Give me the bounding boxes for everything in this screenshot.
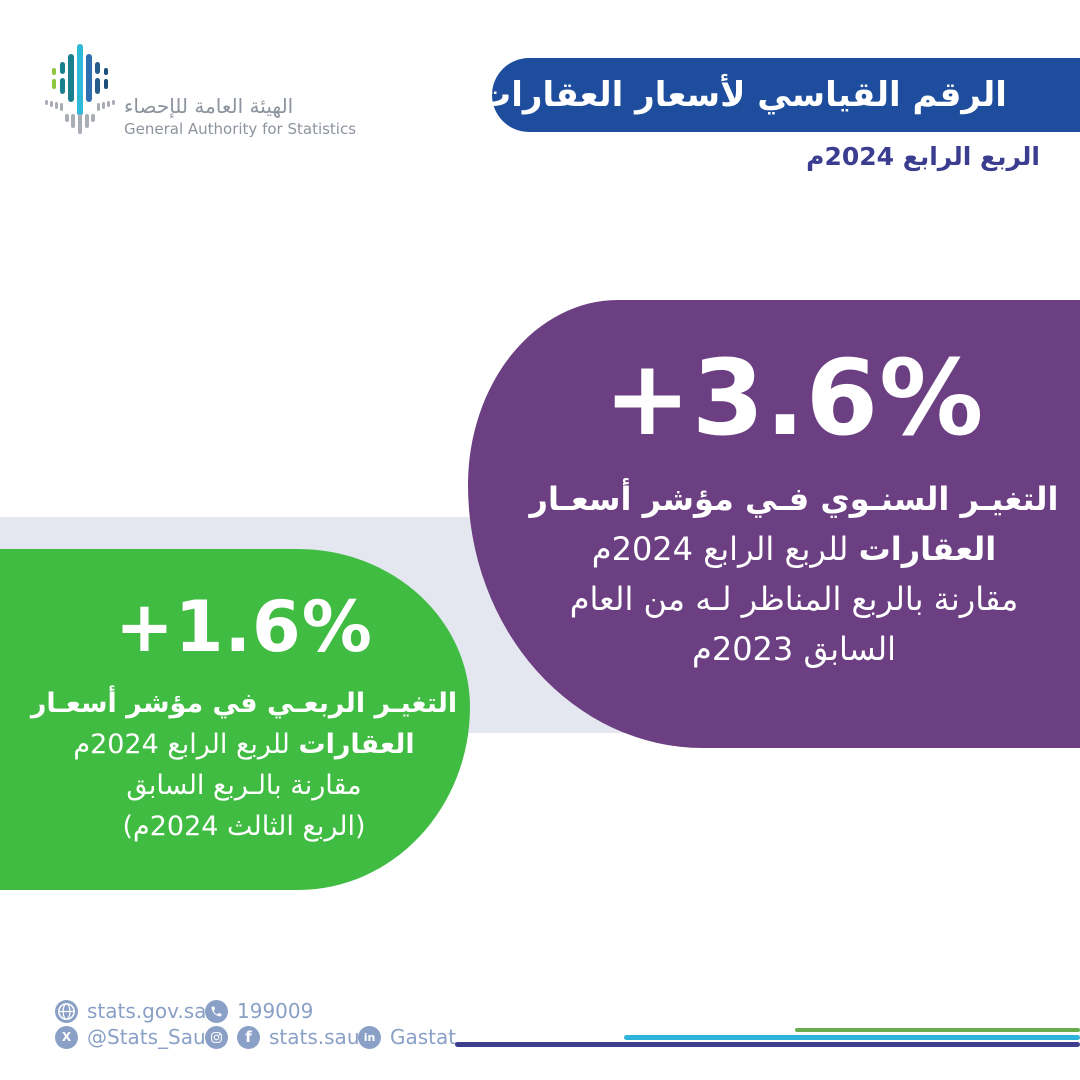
gastat-logo: الهيئة العامة للإحصاء General Authority … xyxy=(44,40,356,138)
quarterly-line4: (الربع الثالث 2024م) xyxy=(122,810,366,842)
phone-icon xyxy=(205,999,228,1023)
annual-line2-rest: للربع الرابع 2024م xyxy=(591,530,859,569)
website-link[interactable]: stats.gov.sa xyxy=(55,999,206,1023)
x-handle-label: @Stats_Saudi xyxy=(87,1025,224,1049)
title-banner: الرقم القياسي لأسعار العقارات xyxy=(477,58,1080,132)
x-icon: X xyxy=(55,1025,78,1049)
annual-change-card: +3.6% التغيـر السنـوي فـي مؤشر أسعـار ال… xyxy=(468,300,1080,748)
quarterly-line3: مقارنة بالـربع السابق xyxy=(126,769,362,801)
annual-line3: مقارنة بالربع المناظر لـه من العام xyxy=(569,580,1019,618)
annual-line2-bold: العقارات xyxy=(858,530,997,569)
linkedin-icon: in xyxy=(358,1025,381,1049)
logo-title-english: General Authority for Statistics xyxy=(124,120,357,138)
annual-line4: السابق 2023م xyxy=(692,629,896,668)
instagram-facebook-link[interactable]: f stats.saudi xyxy=(205,1025,378,1049)
website-label: stats.gov.sa xyxy=(87,999,207,1023)
logo-title-arabic: الهيئة العامة للإحصاء xyxy=(124,94,294,118)
quarterly-change-description: التغيـر الربعـي في مؤشر أسعـار العقارات … xyxy=(28,683,460,847)
annual-change-description: التغيـر السنـوي فـي مؤشر أسعـار العقارات… xyxy=(528,475,1060,675)
decorative-line-indigo xyxy=(455,1042,1080,1047)
facebook-icon: f xyxy=(237,1025,260,1049)
quarterly-line2-rest: للربع الرابع 2024م xyxy=(73,728,299,760)
decorative-line-cyan xyxy=(624,1035,1080,1040)
gastat-logo-icon xyxy=(45,44,115,134)
quarterly-line2-bold: العقارات xyxy=(298,728,415,760)
annual-change-value: +3.6% xyxy=(603,337,985,459)
period-subtitle: الربع الرابع 2024م xyxy=(806,142,1040,171)
decorative-line-green xyxy=(795,1028,1080,1032)
quarterly-change-card: +1.6% التغيـر الربعـي في مؤشر أسعـار الع… xyxy=(0,549,470,890)
x-social-link[interactable]: X @Stats_Saudi xyxy=(55,1025,224,1049)
phone-label: 199009 xyxy=(237,999,314,1023)
quarterly-change-value: +1.6% xyxy=(115,586,373,668)
annual-line1: التغيـر السنـوي فـي مؤشر أسعـار xyxy=(529,480,1059,519)
page-title: الرقم القياسي لأسعار العقارات xyxy=(477,75,1007,115)
instagram-icon xyxy=(205,1025,228,1049)
linkedin-handle-label: Gastat xyxy=(390,1025,457,1049)
phone-link[interactable]: 199009 xyxy=(205,999,313,1023)
linkedin-link[interactable]: in Gastat xyxy=(358,1025,456,1049)
quarterly-line1: التغيـر الربعـي في مؤشر أسعـار xyxy=(30,687,458,719)
gastat-logo-wordmark: الهيئة العامة للإحصاء General Authority … xyxy=(124,94,356,138)
globe-icon xyxy=(55,999,78,1023)
